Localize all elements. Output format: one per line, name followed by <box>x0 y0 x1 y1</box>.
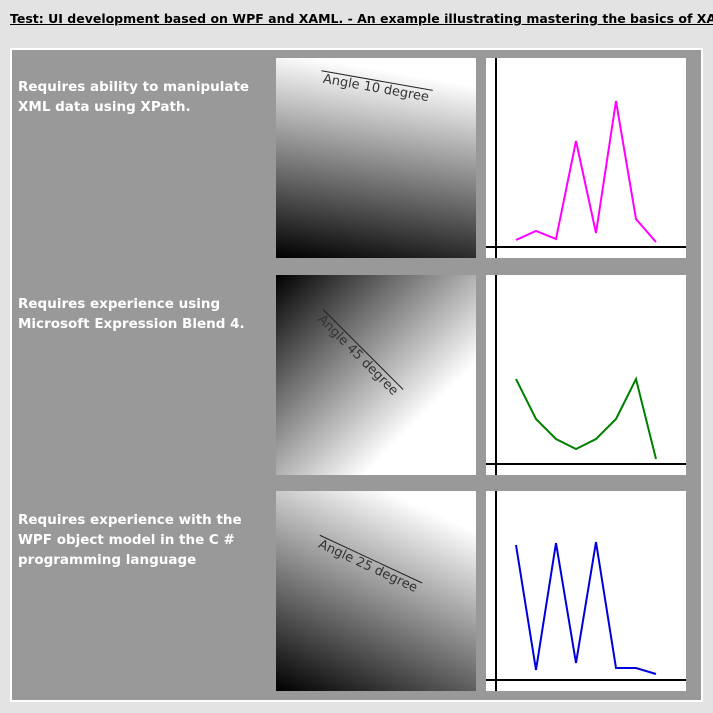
line-chart <box>486 491 686 691</box>
line-series <box>515 100 657 243</box>
line-chart <box>486 275 686 475</box>
gradient-box: Angle 10 degree <box>276 58 476 258</box>
title: Test: UI development based on WPF and XA… <box>10 11 713 26</box>
gradient-label: Angle 45 degree <box>312 309 404 401</box>
requirement-text: Requires experience using Microsoft Expr… <box>18 296 245 332</box>
gradient-box: Angle 25 degree <box>276 491 476 691</box>
requirement-text: Requires experience with the WPF object … <box>18 512 242 568</box>
panel: Requires ability to manipulate XML data … <box>10 48 703 702</box>
gradient-box: Angle 45 degree <box>276 275 476 475</box>
line-chart <box>486 58 686 258</box>
gradient-label: Angle 10 degree <box>318 70 434 106</box>
line-series <box>515 541 657 675</box>
gradient-label: Angle 25 degree <box>313 534 423 598</box>
requirement-text: Requires ability to manipulate XML data … <box>18 79 250 115</box>
chart-svg <box>486 491 686 691</box>
chart-svg <box>486 275 686 475</box>
chart-svg <box>486 58 686 258</box>
line-series <box>515 376 657 460</box>
